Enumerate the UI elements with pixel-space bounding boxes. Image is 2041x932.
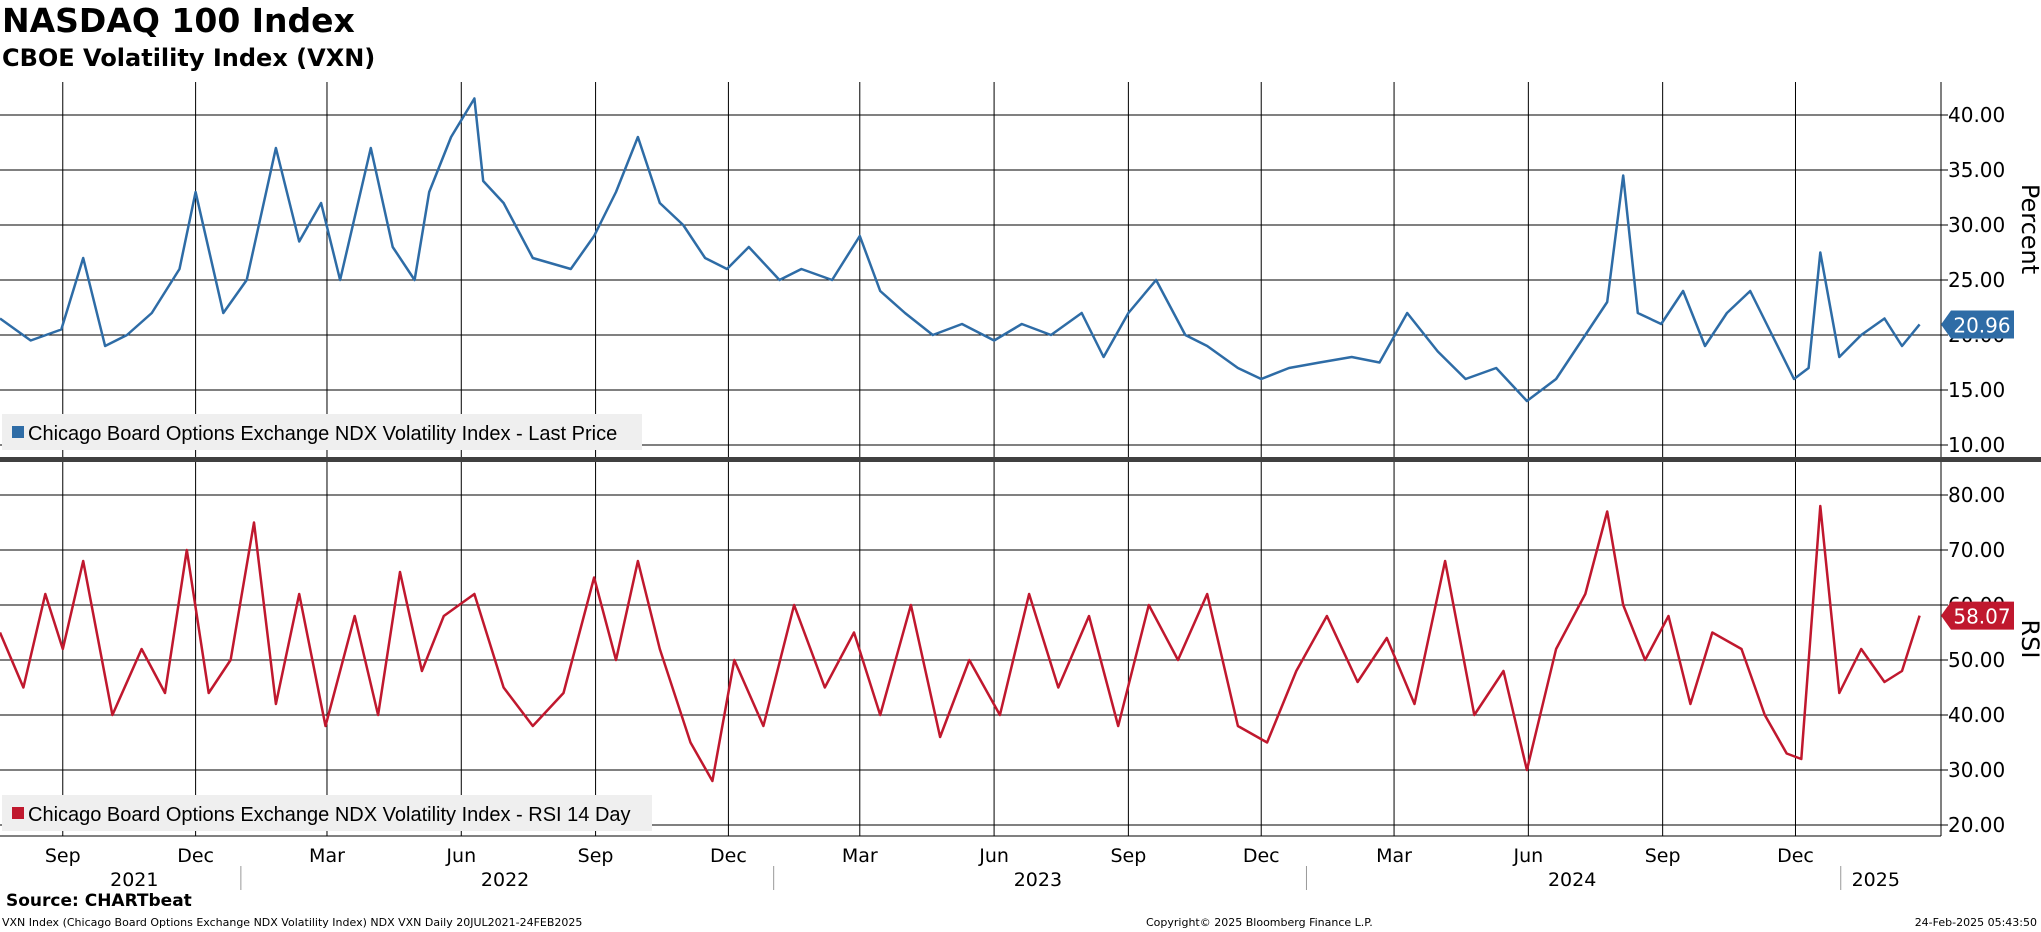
y-tick-label: 80.00 (1948, 483, 2005, 507)
footer-timestamp: 24-Feb-2025 05:43:50 (1914, 916, 2037, 929)
y-tick-label: 30.00 (1948, 758, 2005, 782)
last-value-badge-top: 20.96 (1941, 310, 2014, 339)
legend-bg (2, 795, 652, 831)
x-year-label: 2023 (1014, 869, 1062, 891)
x-year-label: 2024 (1548, 869, 1596, 891)
x-month-label: Sep (1645, 845, 1681, 867)
x-month-label: Mar (1376, 845, 1412, 867)
x-month-label: Mar (309, 845, 345, 867)
x-month-label: Dec (1243, 845, 1280, 867)
y-tick-label: 15.00 (1948, 378, 2005, 402)
legend-bottom: Chicago Board Options Exchange NDX Volat… (2, 795, 652, 831)
last-value-label: 20.96 (1953, 313, 2010, 337)
footer-description: VXN Index (Chicago Board Options Exchang… (2, 916, 583, 929)
x-month-label: Jun (445, 845, 476, 867)
y-tick-label: 40.00 (1948, 703, 2005, 727)
y-tick-label: 25.00 (1948, 268, 2005, 292)
x-month-label: Jun (1513, 845, 1544, 867)
series-line-bottom (0, 504, 1921, 783)
y-tick-label: 10.00 (1948, 433, 2005, 457)
y-tick-label: 40.00 (1948, 103, 2005, 127)
chart-title: NASDAQ 100 Index (2, 1, 355, 40)
y-tick-label: 20.00 (1948, 813, 2005, 837)
y-tick-label: 50.00 (1948, 648, 2005, 672)
x-month-label: Jun (978, 845, 1009, 867)
footer-copyright: Copyright© 2025 Bloomberg Finance L.P. (1146, 916, 1373, 929)
chart-subtitle: CBOE Volatility Index (VXN) (2, 44, 376, 72)
source-label: Source: CHARTbeat (6, 891, 192, 911)
x-month-label: Dec (177, 845, 214, 867)
x-month-label: Dec (1777, 845, 1814, 867)
series-line-top (0, 97, 1921, 403)
legend-label: Chicago Board Options Exchange NDX Volat… (28, 423, 617, 445)
last-value-badge-bottom: 58.07 (1941, 601, 2014, 630)
legend-top: Chicago Board Options Exchange NDX Volat… (2, 414, 642, 450)
x-year-label: 2025 (1852, 869, 1900, 891)
legend-swatch (12, 807, 24, 819)
x-month-label: Mar (842, 845, 878, 867)
x-month-label: Sep (45, 845, 81, 867)
y-tick-label: 35.00 (1948, 158, 2005, 182)
x-month-label: Sep (1110, 845, 1146, 867)
last-value-badge-bg (1941, 310, 2014, 339)
y-tick-label: 70.00 (1948, 538, 2005, 562)
legend-swatch (12, 426, 24, 438)
y-axis-title-bottom: RSI (2016, 620, 2041, 659)
y-tick-label: 30.00 (1948, 213, 2005, 237)
legend-bg (2, 414, 642, 450)
x-month-label: Dec (710, 845, 747, 867)
y-axis-title-top: Percent (2016, 184, 2041, 274)
last-value-label: 58.07 (1953, 605, 2010, 629)
x-year-label: 2021 (110, 869, 158, 891)
panel-divider (0, 457, 2041, 462)
x-month-label: Sep (578, 845, 614, 867)
last-value-badge-bg (1941, 601, 2014, 630)
legend-label: Chicago Board Options Exchange NDX Volat… (28, 804, 631, 826)
x-year-label: 2022 (481, 869, 529, 891)
